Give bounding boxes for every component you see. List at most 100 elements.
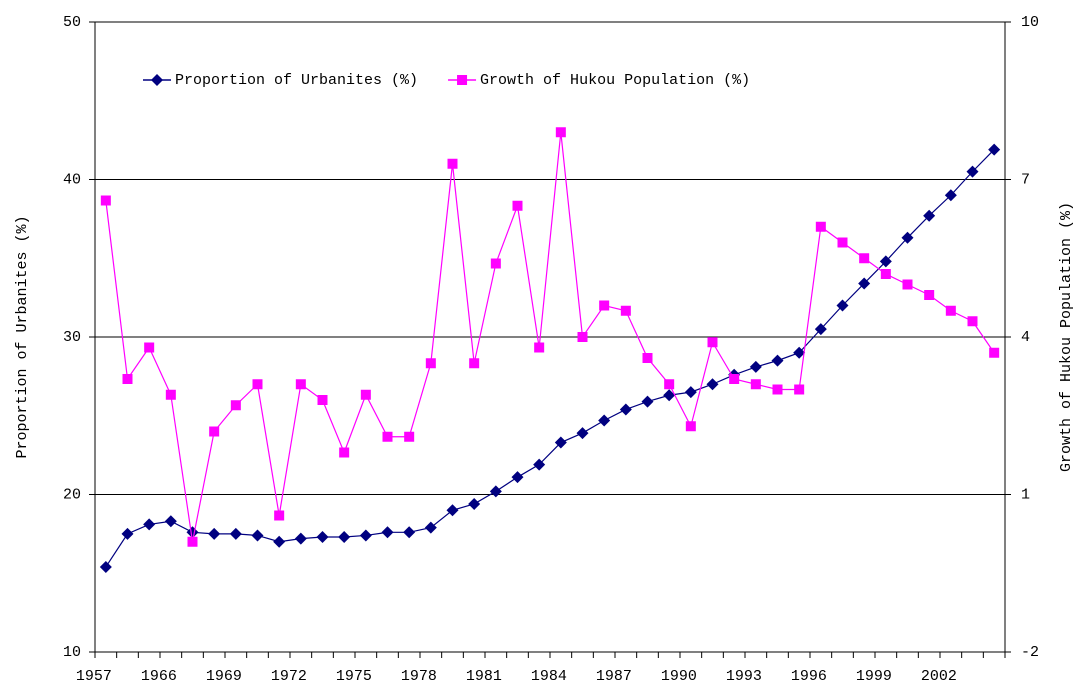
data-point <box>794 384 805 395</box>
data-point <box>599 300 610 311</box>
data-point <box>923 209 936 222</box>
y-tick-label: 10 <box>63 644 81 661</box>
data-point <box>251 529 264 542</box>
data-point <box>793 346 806 359</box>
data-point <box>122 374 133 384</box>
data-point <box>252 379 263 390</box>
data-point <box>533 458 546 471</box>
data-point <box>749 360 762 373</box>
data-point <box>424 521 437 534</box>
y-axis-title: Proportion of Urbanites (%) <box>14 215 31 458</box>
data-point <box>317 395 328 405</box>
data-point <box>988 143 1001 156</box>
series-line <box>105 149 995 568</box>
data-point <box>859 253 870 264</box>
data-point <box>576 427 589 440</box>
data-point <box>382 431 393 442</box>
x-tick-label: 1957 <box>76 668 112 685</box>
x-tick-label: 1978 <box>401 668 437 685</box>
data-point <box>425 358 436 369</box>
data-point <box>209 426 220 437</box>
data-point <box>967 316 978 327</box>
y2-tick-label: 7 <box>1021 171 1030 188</box>
x-tick-label: 1999 <box>856 668 892 685</box>
data-point <box>534 342 545 353</box>
data-point <box>208 527 221 540</box>
y2-tick-label: 10 <box>1021 14 1039 31</box>
data-point <box>339 447 350 458</box>
data-point <box>966 165 979 178</box>
data-point <box>771 354 784 367</box>
x-tick-label: 1987 <box>596 668 632 685</box>
data-point <box>100 195 111 206</box>
data-point <box>360 389 371 400</box>
x-tick-label: 1966 <box>141 668 177 685</box>
data-point <box>164 515 177 528</box>
data-point <box>381 526 394 539</box>
data-point <box>99 560 112 573</box>
data-point <box>880 269 891 279</box>
data-point <box>273 535 286 548</box>
data-point <box>555 127 566 138</box>
data-point <box>902 279 913 290</box>
data-point <box>512 200 523 211</box>
x-tick-label: 1990 <box>661 668 697 685</box>
data-point <box>901 231 914 244</box>
y2-tick-label: -2 <box>1021 644 1039 661</box>
data-point <box>143 518 156 531</box>
data-point <box>684 386 697 399</box>
x-tick-label: 1981 <box>466 668 502 685</box>
data-point <box>447 158 458 169</box>
data-point <box>729 374 740 384</box>
data-point <box>814 323 827 336</box>
data-point <box>577 332 588 342</box>
data-point <box>642 353 653 363</box>
x-tick-label: 1975 <box>336 668 372 685</box>
data-point <box>187 536 198 547</box>
data-point <box>403 526 416 539</box>
data-point <box>186 526 199 539</box>
data-point <box>230 400 241 411</box>
data-point <box>316 531 329 544</box>
data-point <box>144 342 155 353</box>
data-point <box>490 258 501 269</box>
data-point <box>294 532 307 545</box>
data-point <box>274 510 285 521</box>
data-point <box>641 395 654 408</box>
data-point <box>620 305 631 316</box>
data-point <box>707 337 718 348</box>
x-tick-label: 2002 <box>921 668 957 685</box>
y2-tick-label: 1 <box>1021 486 1030 503</box>
data-point <box>945 305 956 316</box>
data-point <box>338 531 351 544</box>
data-point <box>989 347 1000 358</box>
x-tick-label: 1972 <box>271 668 307 685</box>
data-point <box>836 299 849 312</box>
data-point <box>295 379 306 390</box>
legend-marker <box>457 75 468 85</box>
data-point <box>815 221 826 232</box>
data-point <box>121 527 134 540</box>
data-point <box>511 471 524 484</box>
y-tick-label: 20 <box>63 486 81 503</box>
legend-marker <box>151 74 163 86</box>
data-point <box>706 378 719 391</box>
data-point <box>489 485 502 498</box>
data-point <box>879 255 892 268</box>
y2-tick-label: 4 <box>1021 329 1030 346</box>
data-point <box>359 529 372 542</box>
data-point <box>944 189 957 202</box>
data-point <box>619 403 632 416</box>
y-tick-label: 30 <box>63 329 81 346</box>
data-point <box>924 290 935 300</box>
y-tick-label: 40 <box>63 171 81 188</box>
data-point <box>468 497 481 510</box>
data-point <box>598 414 611 427</box>
data-point <box>469 358 480 369</box>
y2-axis-title: Growth of Hukou Population (%) <box>1058 202 1075 472</box>
y-tick-label: 50 <box>63 14 81 31</box>
data-point <box>229 527 242 540</box>
x-tick-label: 1984 <box>531 668 567 685</box>
data-point <box>750 379 761 390</box>
